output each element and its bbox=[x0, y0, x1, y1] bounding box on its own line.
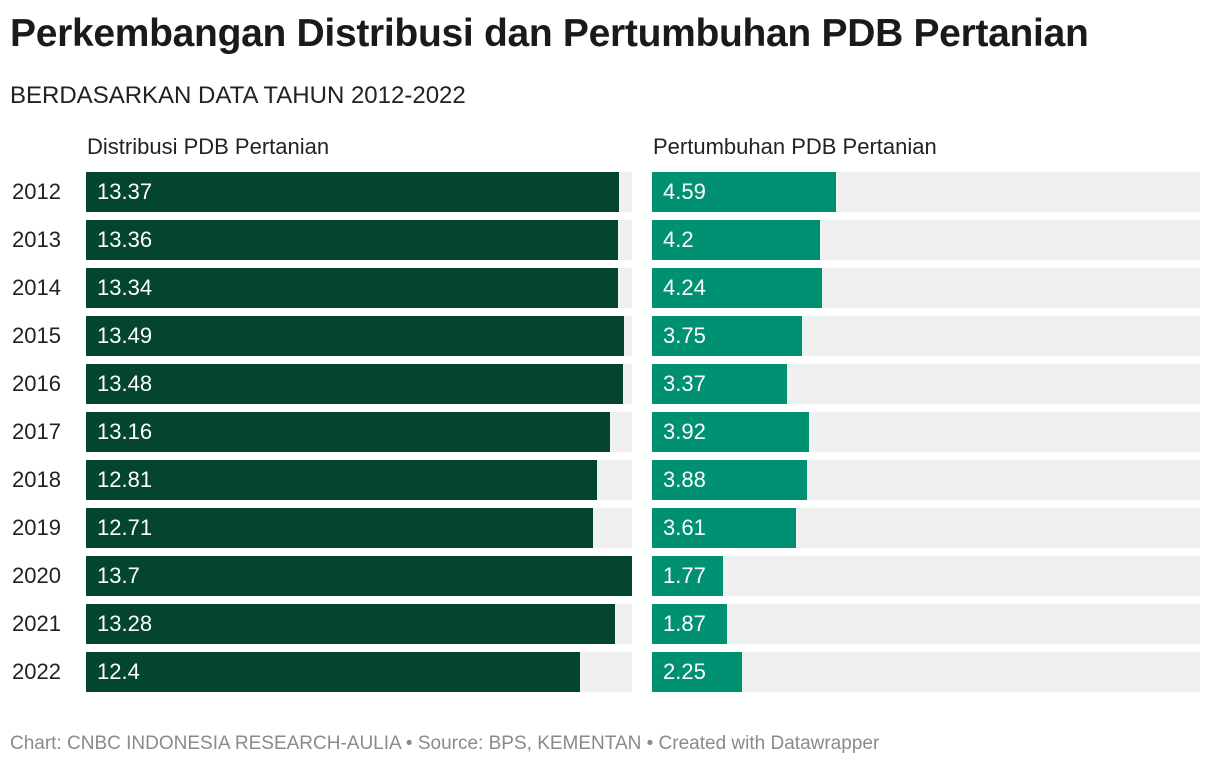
pertumbuhan-bar bbox=[652, 172, 836, 212]
year-label: 2013 bbox=[12, 227, 61, 252]
distribusi-bar bbox=[86, 460, 597, 500]
distribusi-bar-track: 12.81 bbox=[86, 460, 632, 500]
distribusi-value-label: 13.36 bbox=[97, 227, 153, 252]
distribusi-bar bbox=[86, 556, 632, 596]
distribusi-bar-track: 13.28 bbox=[86, 604, 632, 644]
distribusi-bar bbox=[86, 268, 618, 308]
distribusi-bar bbox=[86, 220, 618, 260]
chart-row: 2012 13.37 4.59 bbox=[0, 172, 1220, 212]
distribusi-value-label: 13.28 bbox=[97, 611, 153, 636]
distribusi-value-label: 13.34 bbox=[97, 275, 153, 300]
pertumbuhan-bar-track: 4.59 bbox=[652, 172, 1200, 212]
pertumbuhan-value-label: 4.2 bbox=[663, 227, 694, 252]
pertumbuhan-bar bbox=[652, 364, 787, 404]
pertumbuhan-value-label: 4.24 bbox=[663, 275, 706, 300]
chart-row: 2013 13.36 4.2 bbox=[0, 220, 1220, 260]
distribusi-column-header: Distribusi PDB Pertanian bbox=[87, 134, 330, 159]
pertumbuhan-bar bbox=[652, 652, 742, 692]
year-label: 2021 bbox=[12, 611, 61, 636]
year-label: 2015 bbox=[12, 323, 61, 348]
pertumbuhan-bar-track: 4.2 bbox=[652, 220, 1200, 260]
distribusi-bar-track: 13.37 bbox=[86, 172, 632, 212]
pertumbuhan-bar bbox=[652, 412, 809, 452]
distribusi-bar bbox=[86, 604, 615, 644]
chart-row: 2018 12.81 3.88 bbox=[0, 460, 1220, 500]
pertumbuhan-value-label: 1.77 bbox=[663, 563, 706, 588]
pertumbuhan-bar-track: 3.88 bbox=[652, 460, 1200, 500]
chart-row: 2014 13.34 4.24 bbox=[0, 268, 1220, 308]
distribusi-bar bbox=[86, 508, 593, 548]
distribusi-bar-track: 12.71 bbox=[86, 508, 632, 548]
year-label: 2018 bbox=[12, 467, 61, 492]
distribusi-value-label: 13.7 bbox=[97, 563, 140, 588]
pertumbuhan-bar-track: 4.24 bbox=[652, 268, 1200, 308]
pertumbuhan-bar-track: 2.25 bbox=[652, 652, 1200, 692]
distribusi-value-label: 13.49 bbox=[97, 323, 153, 348]
pertumbuhan-bar bbox=[652, 460, 807, 500]
chart-row: 2015 13.49 3.75 bbox=[0, 316, 1220, 356]
distribusi-bar-track: 13.7 bbox=[86, 556, 632, 596]
distribusi-bar-track: 12.4 bbox=[86, 652, 632, 692]
pertumbuhan-column-header: Pertumbuhan PDB Pertanian bbox=[653, 134, 937, 159]
pertumbuhan-value-label: 3.88 bbox=[663, 467, 706, 492]
year-label: 2014 bbox=[12, 275, 61, 300]
distribusi-bar-track: 13.34 bbox=[86, 268, 632, 308]
chart-row: 2021 13.28 1.87 bbox=[0, 604, 1220, 644]
pertumbuhan-value-label: 3.37 bbox=[663, 371, 706, 396]
year-label: 2020 bbox=[12, 563, 61, 588]
pertumbuhan-bar bbox=[652, 268, 822, 308]
distribusi-value-label: 12.81 bbox=[97, 467, 153, 492]
pertumbuhan-bar-track: 3.92 bbox=[652, 412, 1200, 452]
distribusi-bar bbox=[86, 172, 619, 212]
distribusi-value-label: 13.16 bbox=[97, 419, 153, 444]
year-label: 2022 bbox=[12, 659, 61, 684]
distribusi-bar bbox=[86, 412, 610, 452]
pertumbuhan-bar bbox=[652, 508, 796, 548]
distribusi-value-label: 13.37 bbox=[97, 179, 153, 204]
distribusi-value-label: 13.48 bbox=[97, 371, 153, 396]
pertumbuhan-value-label: 3.92 bbox=[663, 419, 706, 444]
pertumbuhan-value-label: 1.87 bbox=[663, 611, 706, 636]
pertumbuhan-bar-track: 1.87 bbox=[652, 604, 1200, 644]
chart-row: 2016 13.48 3.37 bbox=[0, 364, 1220, 404]
pertumbuhan-bar bbox=[652, 316, 802, 356]
distribusi-bar-track: 13.49 bbox=[86, 316, 632, 356]
chart-title: Perkembangan Distribusi dan Pertumbuhan … bbox=[10, 12, 1089, 55]
year-label: 2019 bbox=[12, 515, 61, 540]
year-label: 2012 bbox=[12, 179, 61, 204]
chart-subtitle: BERDASARKAN DATA TAHUN 2012-2022 bbox=[10, 82, 466, 109]
distribusi-bar bbox=[86, 316, 624, 356]
pertumbuhan-value-label: 3.61 bbox=[663, 515, 706, 540]
pertumbuhan-value-label: 2.25 bbox=[663, 659, 706, 684]
year-label: 2016 bbox=[12, 371, 61, 396]
chart-row: 2022 12.4 2.25 bbox=[0, 652, 1220, 692]
distribusi-value-label: 12.4 bbox=[97, 659, 140, 684]
year-label: 2017 bbox=[12, 419, 61, 444]
distribusi-bar-track: 13.48 bbox=[86, 364, 632, 404]
pertumbuhan-bar-track: 3.61 bbox=[652, 508, 1200, 548]
pertumbuhan-value-label: 4.59 bbox=[663, 179, 706, 204]
pertumbuhan-bar-track: 1.77 bbox=[652, 556, 1200, 596]
chart-row: 2019 12.71 3.61 bbox=[0, 508, 1220, 548]
distribusi-bar bbox=[86, 364, 623, 404]
distribusi-bar bbox=[86, 652, 580, 692]
pertumbuhan-value-label: 3.75 bbox=[663, 323, 706, 348]
pertumbuhan-bar bbox=[652, 220, 820, 260]
distribusi-value-label: 12.71 bbox=[97, 515, 153, 540]
pertumbuhan-bar-track: 3.75 bbox=[652, 316, 1200, 356]
distribusi-bar-track: 13.36 bbox=[86, 220, 632, 260]
chart-row: 2020 13.7 1.77 bbox=[0, 556, 1220, 596]
chart-row: 2017 13.16 3.92 bbox=[0, 412, 1220, 452]
pertumbuhan-bar bbox=[652, 556, 723, 596]
pertumbuhan-bar bbox=[652, 604, 727, 644]
chart-footer: Chart: CNBC INDONESIA RESEARCH-AULIA • S… bbox=[10, 733, 880, 754]
distribusi-bar-track: 13.16 bbox=[86, 412, 632, 452]
pertumbuhan-bar-track: 3.37 bbox=[652, 364, 1200, 404]
